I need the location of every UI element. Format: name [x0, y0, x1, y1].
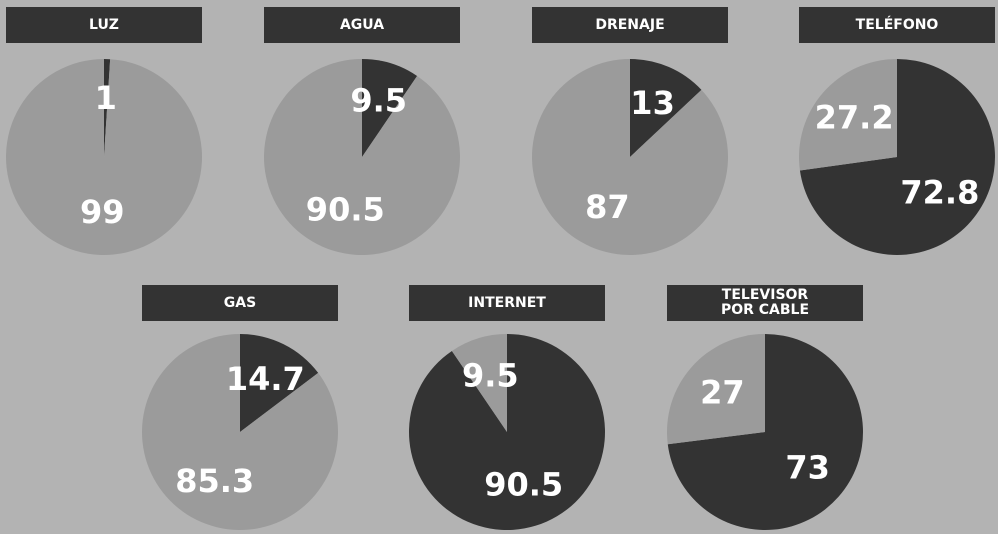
pie-slice: [799, 59, 897, 171]
data-label: 99: [80, 193, 125, 231]
pie-slice: [104, 59, 111, 157]
pie-slice: [630, 59, 702, 157]
data-label: 9.5: [350, 82, 407, 120]
data-label: 73: [785, 449, 830, 487]
pie-slice: [667, 334, 765, 445]
pie-slice: [5, 59, 202, 255]
pie-slice: [264, 59, 460, 255]
data-label: 90.5: [484, 465, 563, 503]
chart-title: AGUA: [264, 7, 460, 43]
data-label: 14.7: [226, 360, 305, 398]
chart-title: DRENAJE: [532, 7, 728, 43]
data-label: 13: [630, 84, 675, 122]
data-label: 85.3: [175, 462, 254, 500]
data-label: 87: [585, 188, 630, 226]
pie-slice: [409, 334, 605, 530]
chart-title: GAS: [142, 285, 338, 321]
chart-title: TELÉFONO: [799, 7, 995, 43]
pie-slice: [799, 59, 995, 256]
data-label: 1: [95, 79, 117, 117]
pie-slice: [667, 334, 864, 531]
pie-slice: [142, 334, 338, 530]
pie-slice: [451, 334, 507, 432]
data-label: 9.5: [462, 357, 519, 395]
chart-title: TELEVISOR POR CABLE: [667, 285, 863, 321]
pie-slice: [532, 59, 728, 255]
chart-title: INTERNET: [409, 285, 605, 321]
data-label: 72.8: [900, 173, 979, 211]
pie-slice: [362, 59, 418, 157]
data-label: 27: [700, 373, 745, 411]
data-label: 27.2: [815, 99, 894, 137]
pie-slice: [240, 333, 319, 432]
chart-title: LUZ: [6, 7, 202, 43]
data-label: 90.5: [306, 190, 385, 228]
